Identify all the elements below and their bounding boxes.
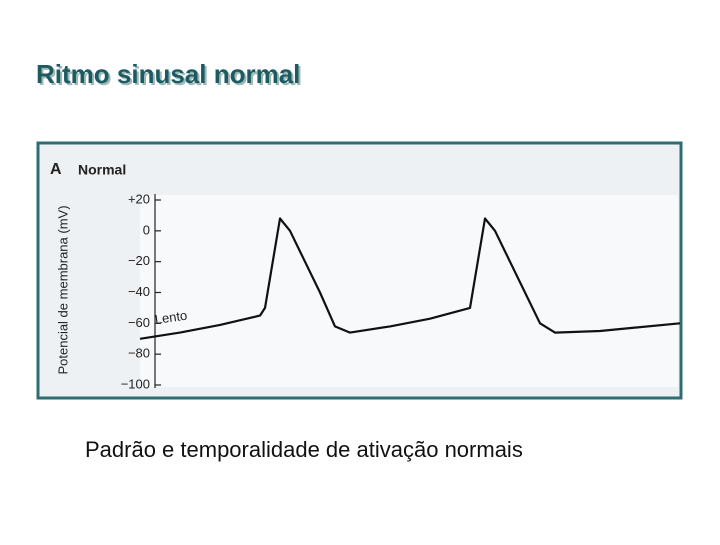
slide-title: Ritmo sinusal normal (36, 59, 300, 89)
slide-caption: Padrão e temporalidade de ativação norma… (85, 437, 523, 462)
y-axis-label: Potencial de membrana (mV) (55, 205, 70, 374)
y-tick-label: −40 (128, 284, 150, 299)
y-tick-label: −80 (128, 346, 150, 361)
plot-area (140, 195, 678, 387)
y-tick-label: 0 (143, 222, 150, 237)
panel-label: A (50, 161, 62, 178)
annotation: Lento (154, 308, 188, 327)
y-tick-label: −20 (128, 253, 150, 268)
y-tick-label: +20 (128, 191, 150, 206)
membrane-potential-line (139, 217, 681, 340)
chart-title: Normal (78, 162, 126, 178)
y-tick-label: −60 (128, 315, 150, 330)
title-shadow: Ritmo sinusal normal (38, 61, 302, 91)
y-tick-label: −100 (121, 376, 150, 391)
